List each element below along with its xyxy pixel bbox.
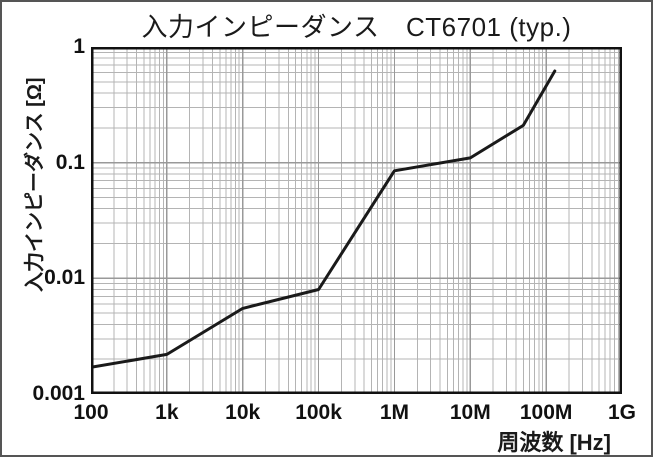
x-tick-label: 1G	[607, 401, 637, 424]
x-tick-label: 1k	[155, 401, 179, 424]
plot-area	[91, 47, 622, 394]
x-tick-label: 100M	[519, 401, 573, 424]
y-axis-label: 入力インピーダンス [Ω]	[24, 77, 46, 292]
plot-border	[91, 47, 622, 394]
impedance-curve	[91, 69, 557, 369]
chart-title: 入力インピーダンス CT6701 (typ.)	[141, 12, 572, 42]
x-tick-label: 1M	[379, 401, 410, 424]
y-tick-label: 1	[73, 35, 85, 58]
y-tick-label: 0.001	[32, 382, 85, 405]
x-tick-label: 10k	[225, 401, 261, 424]
x-tick-label: 100k	[295, 401, 342, 424]
x-axis-label: 周波数 [Hz]	[497, 430, 611, 455]
x-tick-label: 10M	[449, 401, 491, 424]
x-tick-label: 100	[73, 401, 109, 424]
